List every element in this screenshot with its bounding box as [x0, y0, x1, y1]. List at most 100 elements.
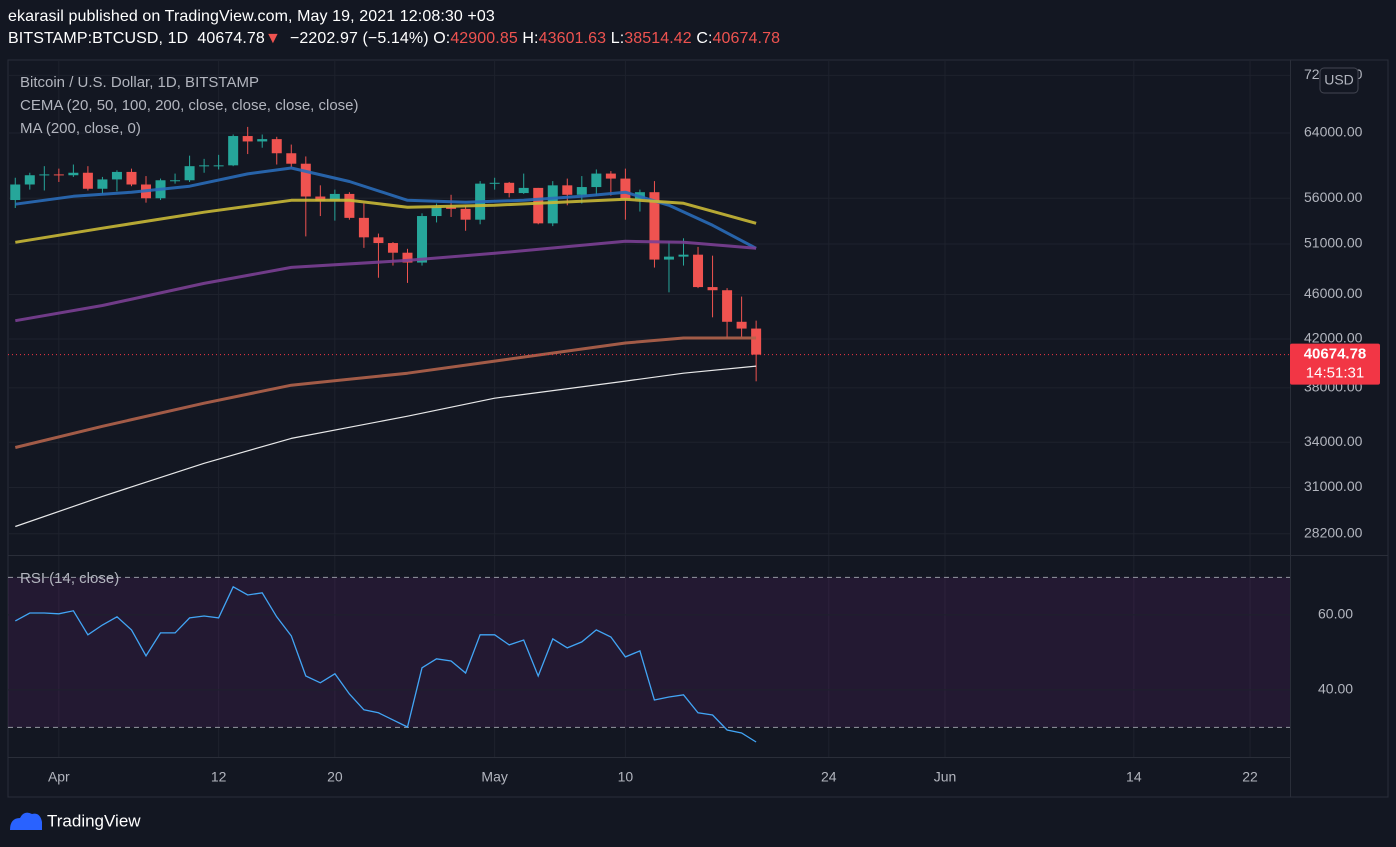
candle-body	[271, 139, 282, 154]
x-tick-label: 24	[821, 769, 837, 785]
indicator-label: CEMA (20, 50, 100, 200, close, close, cl…	[20, 97, 359, 114]
y-tick-label: 46000.00	[1304, 285, 1363, 301]
candle-body	[547, 185, 558, 224]
candle-body	[329, 193, 340, 201]
x-tick-label: 22	[1242, 769, 1258, 785]
ohlc-value: 38514.42	[624, 30, 692, 47]
candle-body	[300, 163, 311, 197]
candle-body	[663, 256, 674, 260]
candle-body	[213, 165, 224, 167]
rsi-line	[14, 585, 757, 743]
ohlc-key: C:	[696, 30, 713, 47]
candle-body	[504, 182, 515, 194]
candle-body	[170, 180, 181, 182]
brand-logo: TradingView	[10, 811, 141, 830]
x-tick-label: Apr	[48, 769, 70, 785]
candle-body	[97, 179, 108, 189]
candle-body	[53, 174, 64, 176]
x-tick-label: Jun	[934, 769, 957, 785]
candle-body	[736, 321, 747, 329]
candle-body	[184, 166, 195, 181]
candle-body	[228, 136, 239, 166]
indicator-label: MA (200, close, 0)	[20, 120, 141, 137]
countdown: 14:51:31	[1306, 365, 1364, 382]
candle-body	[199, 165, 210, 167]
candle-body	[126, 171, 137, 185]
x-tick-label: May	[481, 769, 507, 785]
candle-body	[417, 216, 428, 263]
rsi-title: RSI (14, close)	[20, 570, 119, 587]
candle-body	[693, 254, 704, 288]
candle-body	[751, 328, 762, 355]
ohlc-value: 40674.78	[712, 30, 781, 47]
candle-body	[257, 139, 268, 142]
ohlc-key: L:	[610, 30, 625, 47]
chart-frame	[7, 59, 1389, 798]
y-tick-label: 56000.00	[1304, 189, 1363, 205]
candle-body	[402, 252, 413, 263]
candle-body	[10, 184, 21, 201]
candle-body	[68, 172, 79, 176]
candle-body	[649, 192, 660, 260]
candle-body	[111, 171, 122, 180]
header: ekarasil published on TradingView.com, M…	[8, 6, 780, 50]
rsi-band-fill	[8, 577, 1290, 728]
last-price: 40674.78	[197, 30, 265, 47]
candle-body	[678, 254, 689, 257]
indicator-line	[14, 336, 757, 449]
indicator-line	[15, 365, 757, 528]
x-tick-label: 14	[1126, 769, 1142, 785]
x-tick-label: 10	[618, 769, 634, 785]
candle-body	[562, 185, 573, 195]
candle-body	[373, 237, 384, 244]
candle-body	[591, 173, 602, 188]
candle-body	[24, 175, 35, 185]
y-tick-label: 51000.00	[1304, 235, 1363, 251]
change-arrow: ▼	[264, 30, 281, 47]
indicator-line	[15, 197, 757, 244]
candle-body	[576, 187, 587, 195]
currency-badge	[1319, 67, 1359, 94]
candle-body	[460, 208, 471, 220]
publisher-line: ekarasil published on TradingView.com, M…	[8, 8, 495, 25]
candle-body	[518, 187, 529, 194]
candle-body	[446, 207, 457, 209]
candle-body	[707, 287, 718, 291]
y-tick-label: 60.00	[1318, 606, 1353, 622]
chart-title: Bitcoin / U.S. Dollar, 1D, BITSTAMP	[20, 74, 259, 91]
ohlc-value: 43601.63	[538, 30, 607, 47]
brand-name: TradingView	[47, 811, 141, 830]
candle-body	[344, 193, 355, 218]
candle-body	[242, 136, 253, 142]
symbol: BITSTAMP:BTCUSD, 1D	[8, 30, 189, 47]
x-tick-label: 12	[211, 769, 227, 785]
candle-body	[722, 290, 733, 322]
axes: Apr 12 20 May 10 24 Jun 14 22 28200.00 31000.00 340…	[48, 66, 1363, 785]
y-tick-label: 34000.00	[1304, 433, 1363, 449]
candle-body	[39, 174, 50, 176]
candle-body	[533, 187, 544, 224]
change: −2202.97 (−5.14%)	[289, 30, 429, 47]
candle-body	[358, 217, 369, 238]
quote-line: BITSTAMP:BTCUSD, 1D 40674.78▼ −2202.97 (…	[8, 28, 780, 50]
candle-body	[605, 173, 616, 179]
indicator-line	[15, 239, 757, 323]
candle-body	[286, 153, 297, 164]
ohlc-key: O:	[433, 30, 451, 47]
candle-body	[315, 196, 326, 201]
currency-label: USD	[1324, 72, 1354, 88]
y-tick-label: 40.00	[1318, 681, 1353, 697]
candle-body	[431, 207, 442, 217]
x-tick-label: 20	[327, 769, 343, 785]
price-badge-label: 40674.78	[1304, 346, 1367, 363]
y-tick-label: 31000.00	[1304, 478, 1363, 494]
price-badge	[1290, 343, 1380, 385]
badges: 40674.78 14:51:31 USD	[1290, 67, 1380, 385]
candle-body	[387, 243, 398, 253]
y-tick-label: 42000.00	[1304, 330, 1363, 346]
y-tick-label: 64000.00	[1304, 124, 1363, 140]
ohlc-value: 42900.85	[450, 30, 518, 47]
plot	[8, 126, 1290, 743]
